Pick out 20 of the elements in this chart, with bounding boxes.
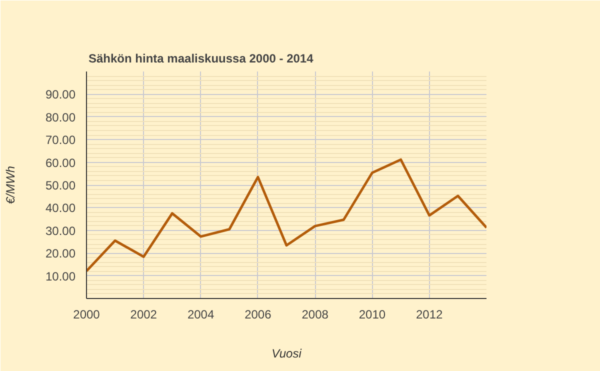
line-series <box>86 158 486 272</box>
y-tick-label: 60.00 <box>45 156 76 170</box>
y-tick-label: 70.00 <box>45 133 76 148</box>
x-tick-label: 2008 <box>302 308 329 322</box>
x-tick-label: 2002 <box>130 308 158 322</box>
y-tick-label: 10.00 <box>45 269 76 284</box>
y-tick-label: 80.00 <box>45 110 76 124</box>
x-tick-label: 2000 <box>73 308 100 322</box>
y-axis-title: €/MWh <box>3 166 18 204</box>
y-tick-label: 50.00 <box>45 178 76 192</box>
x-tick-label: 2012 <box>416 308 444 322</box>
y-tick-label: 90.00 <box>45 88 76 102</box>
x-tick-label: 2006 <box>244 308 272 322</box>
chart-title: Sähkön hinta maaliskuussa 2000 - 2014 <box>88 52 314 66</box>
x-tick-label: 2010 <box>358 308 386 322</box>
y-tick-label: 40.00 <box>45 201 76 216</box>
x-tick-label: 2004 <box>187 308 214 322</box>
y-tick-label: 30.00 <box>45 224 76 238</box>
y-tick-label: 20.00 <box>45 246 76 261</box>
x-axis-title: Vuosi <box>272 346 302 360</box>
